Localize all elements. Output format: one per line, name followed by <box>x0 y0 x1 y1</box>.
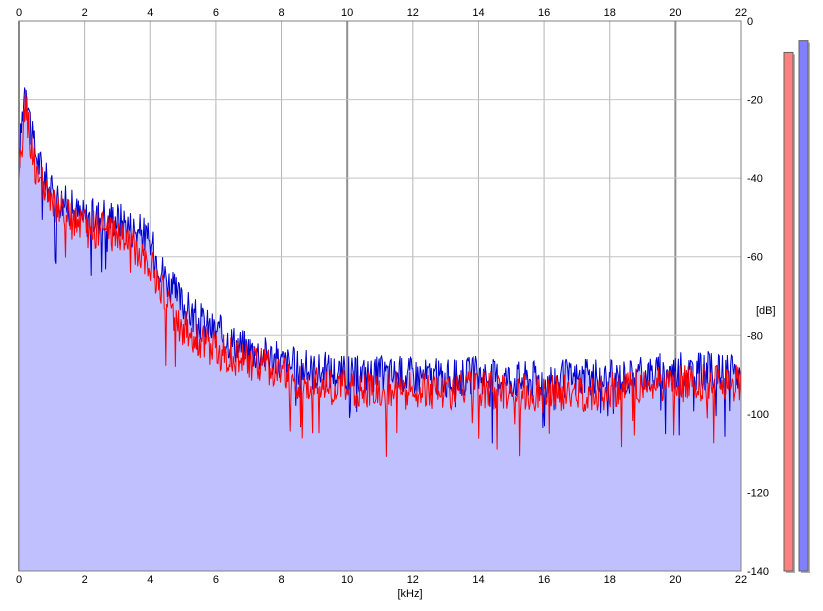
y-tick-label: -100 <box>747 409 769 421</box>
x-tick-label-bottom: 18 <box>604 574 616 586</box>
x-tick-label-top: 4 <box>147 7 153 19</box>
x-tick-label-bottom: 8 <box>278 574 284 586</box>
y-tick-label: -20 <box>747 95 763 107</box>
x-tick-label-bottom: 20 <box>669 574 681 586</box>
x-tick-label-top: 8 <box>278 7 284 19</box>
x-tick-label-top: 12 <box>407 7 419 19</box>
x-tick-label-top: 10 <box>341 7 353 19</box>
spectrum-line-red <box>18 89 742 457</box>
x-tick-label-bottom: 10 <box>341 574 353 586</box>
x-tick-label-top: 2 <box>82 7 88 19</box>
x-tick-label-bottom: 12 <box>407 574 419 586</box>
x-tick-label-bottom: 6 <box>213 574 219 586</box>
x-tick-label-top: 22 <box>735 7 747 19</box>
x-tick-label-bottom: 2 <box>82 574 88 586</box>
x-tick-label-bottom: 14 <box>472 574 484 586</box>
x-tick-label-top: 6 <box>213 7 219 19</box>
x-tick-label-bottom: 0 <box>16 574 22 586</box>
y-tick-label: -80 <box>747 330 763 342</box>
x-axis-unit: [kHz] <box>397 588 422 600</box>
x-tick-label-bottom: 16 <box>538 574 550 586</box>
y-axis-right: 0 -20 -40 -60 -80 -100 -120 -140 <box>747 16 769 578</box>
plot-frame <box>18 20 742 572</box>
x-tick-label-bottom: 4 <box>147 574 153 586</box>
y-axis-unit: [dB] <box>756 305 776 317</box>
level-meters <box>783 40 810 573</box>
y-tick-label: 0 <box>747 16 753 28</box>
x-tick-label-top: 18 <box>604 7 616 19</box>
x-tick-label-top: 20 <box>669 7 681 19</box>
y-tick-label: -60 <box>747 252 763 264</box>
x-axis-top: 0 2 4 6 8 10 12 14 16 18 20 22 <box>16 7 747 19</box>
y-tick-label: -120 <box>747 487 769 499</box>
x-axis-bottom: 0 2 4 6 8 10 12 14 16 18 20 22 <box>16 574 747 586</box>
x-tick-label-top: 16 <box>538 7 550 19</box>
x-tick-label-bottom: 22 <box>735 574 747 586</box>
level-meter-bar <box>798 40 809 572</box>
y-tick-label: -140 <box>747 566 769 578</box>
spectrum-fill-blue <box>19 87 741 571</box>
x-tick-label-top: 0 <box>16 7 22 19</box>
level-meter-bar <box>783 51 794 572</box>
y-tick-label: -40 <box>747 173 763 185</box>
x-tick-label-top: 14 <box>472 7 484 19</box>
